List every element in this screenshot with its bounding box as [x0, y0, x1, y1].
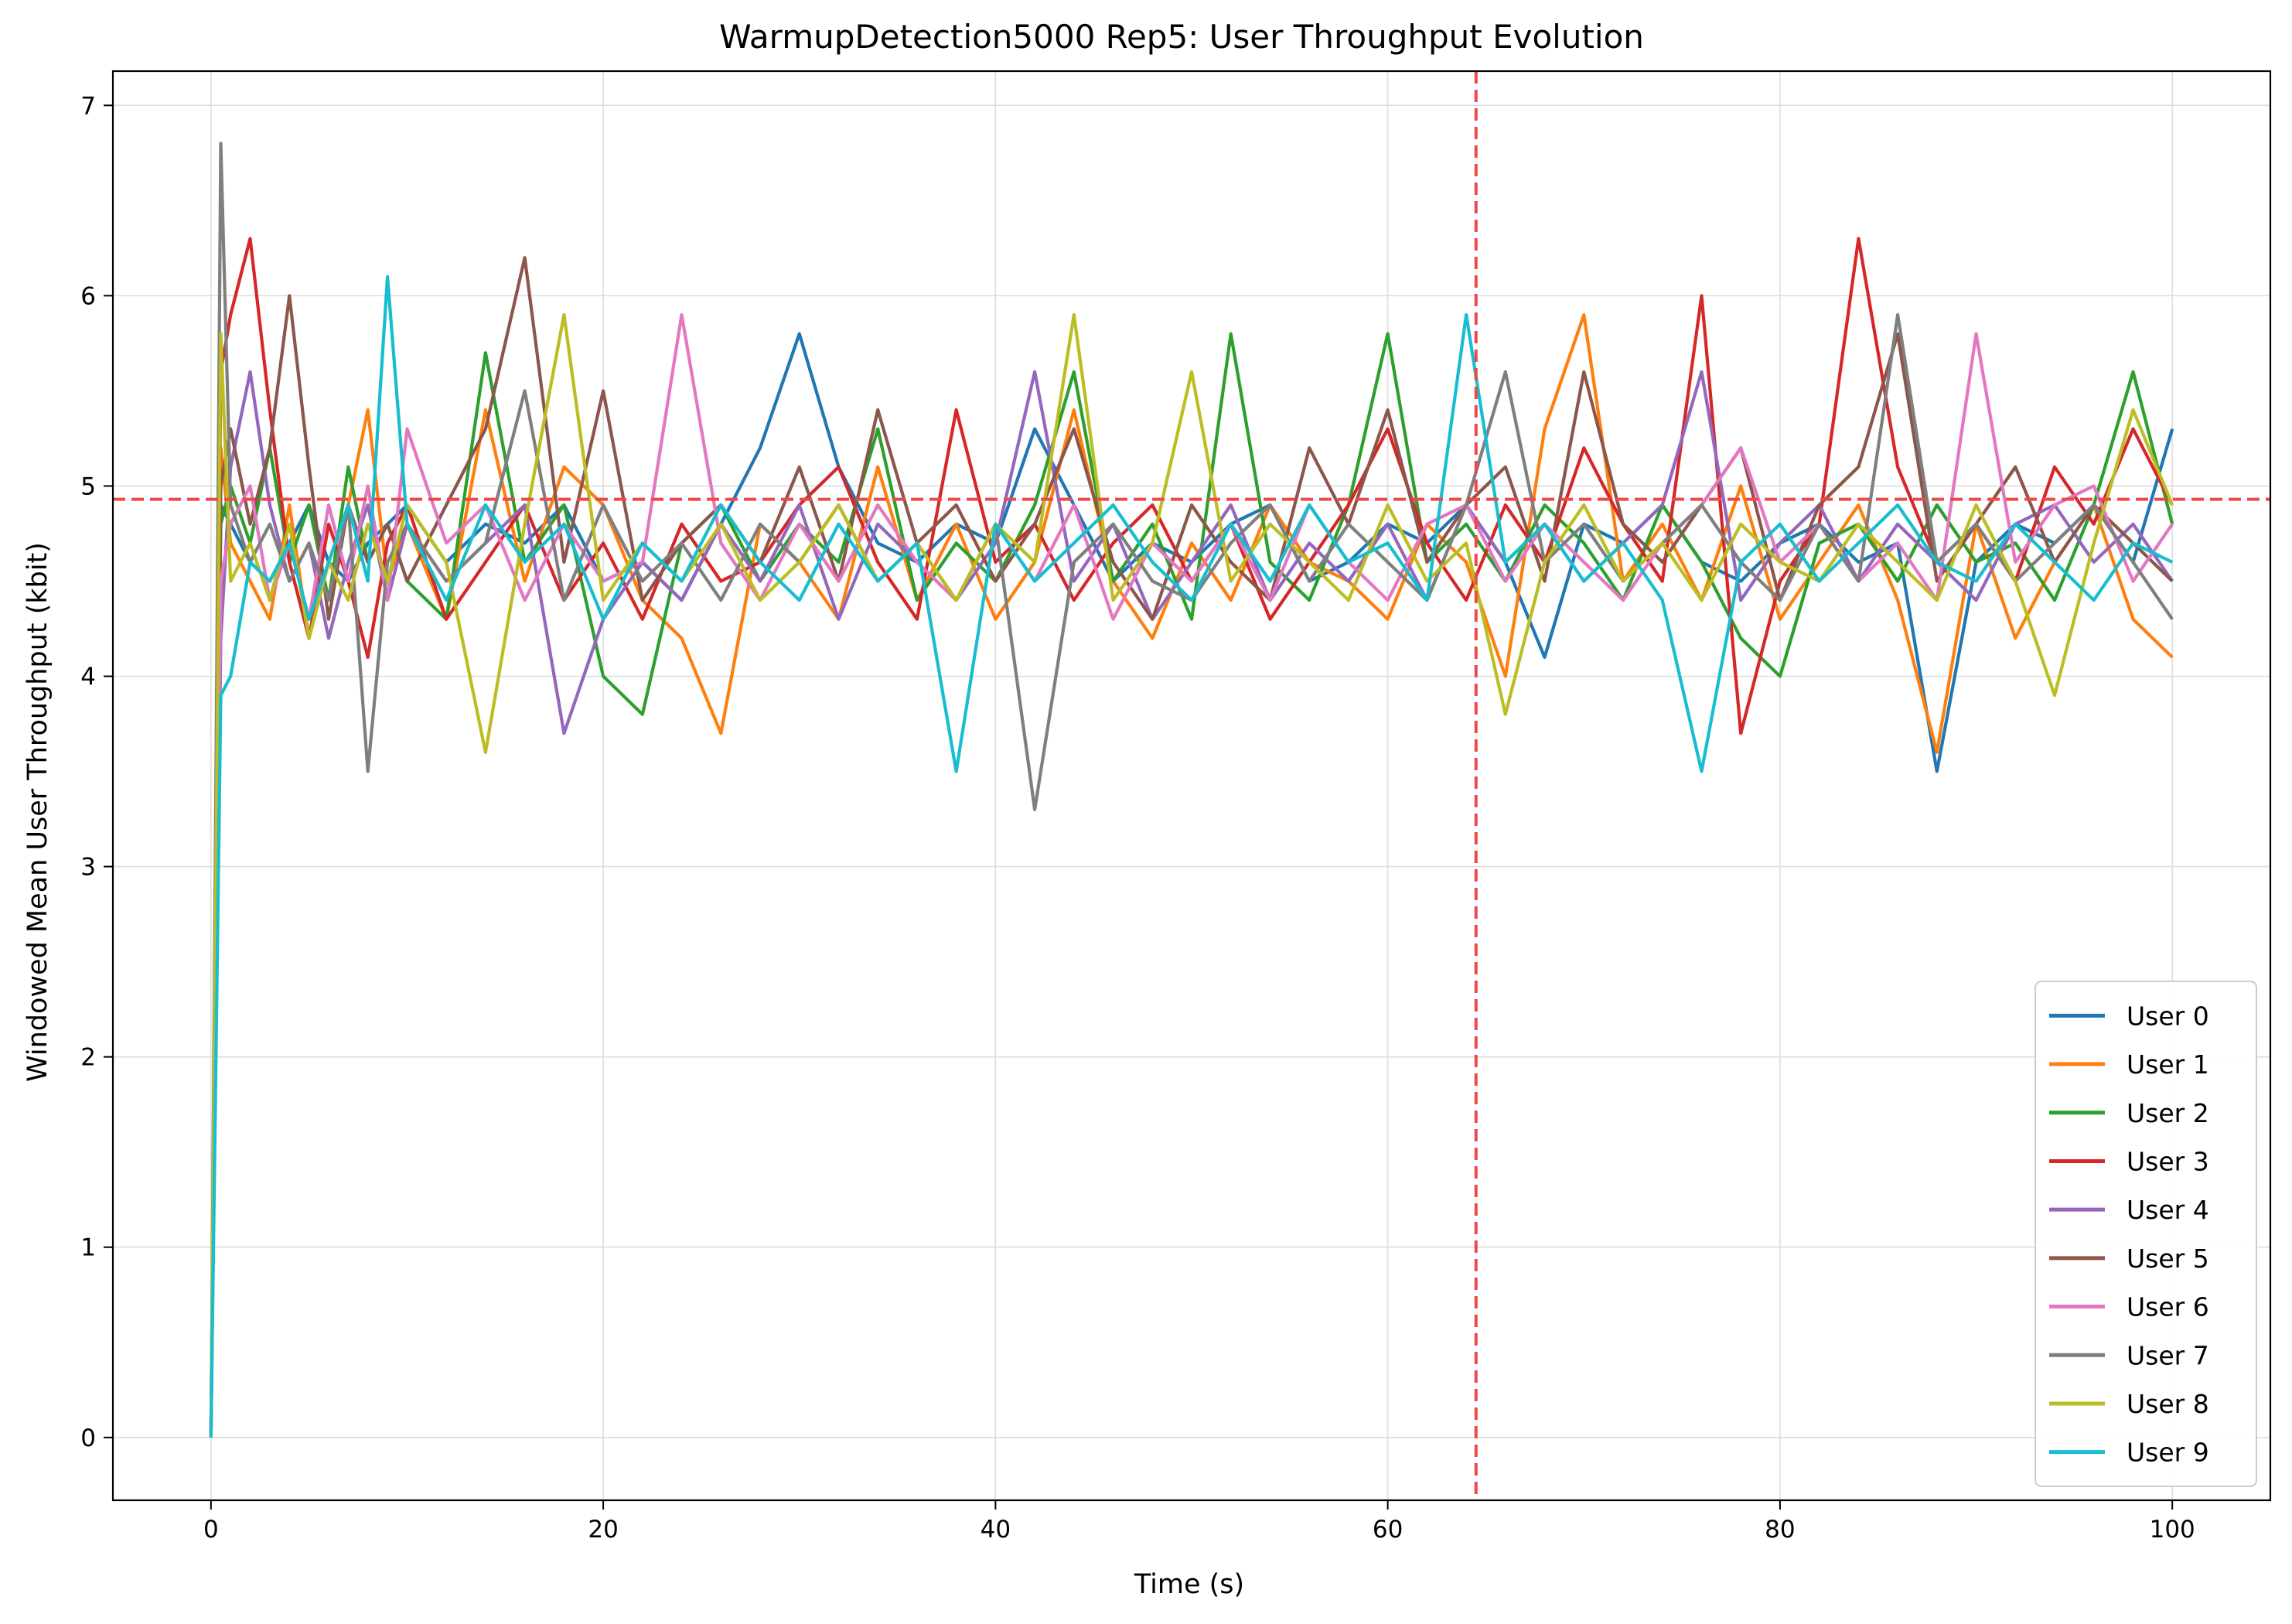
- x-tick-label: 40: [981, 1516, 1011, 1544]
- y-tick-label: 7: [80, 92, 96, 120]
- legend-label: User 0: [2127, 1001, 2209, 1031]
- legend-label: User 3: [2127, 1146, 2209, 1176]
- y-tick-label: 6: [80, 282, 96, 310]
- legend: User 0 User 1 User 2 User 3 User 4 User 5 User…: [2034, 981, 2257, 1487]
- x-axis-label: Time (s): [1134, 1569, 1244, 1600]
- reference-lines: [113, 71, 2270, 1500]
- legend-label: User 2: [2127, 1098, 2209, 1128]
- legend-label: User 9: [2127, 1438, 2209, 1468]
- x-tick-label: 20: [588, 1516, 618, 1544]
- x-tick-label: 100: [2150, 1516, 2195, 1544]
- legend-box: [2034, 981, 2257, 1487]
- series-line-user-4: [209, 370, 2174, 1438]
- legend-label: User 1: [2127, 1049, 2209, 1080]
- y-tick-label: 1: [80, 1234, 96, 1262]
- series-line-user-8: [209, 312, 2174, 1438]
- plot-frame: [111, 70, 2272, 1502]
- legend-label: User 5: [2127, 1244, 2209, 1274]
- series-line-user-9: [209, 275, 2174, 1438]
- y-tick-label: 5: [80, 473, 96, 500]
- series-line-user-7: [209, 142, 2174, 1438]
- x-tick-label: 80: [1765, 1516, 1795, 1544]
- axis-ticks: 0 20 40 60 80 100 0 1 2 3 4 5 6 7: [80, 92, 2195, 1544]
- y-tick-label: 4: [80, 664, 96, 691]
- y-tick-label: 3: [80, 854, 96, 882]
- series-lines: [209, 142, 2174, 1438]
- series-line-user-3: [209, 237, 2174, 1438]
- legend-label: User 6: [2127, 1292, 2209, 1322]
- legend-label: User 4: [2127, 1195, 2209, 1225]
- y-tick-label: 2: [80, 1044, 96, 1072]
- x-tick-label: 60: [1373, 1516, 1403, 1544]
- y-axis-label: Windowed Mean User Throughput (kbit): [22, 542, 53, 1082]
- chart-title: WarmupDetection5000 Rep5: User Throughpu…: [719, 18, 1644, 56]
- legend-label: User 8: [2127, 1389, 2209, 1419]
- series-line-user-6: [209, 312, 2174, 1438]
- legend-label: User 7: [2127, 1340, 2209, 1370]
- y-tick-label: 0: [80, 1424, 96, 1452]
- x-tick-label: 0: [203, 1516, 219, 1544]
